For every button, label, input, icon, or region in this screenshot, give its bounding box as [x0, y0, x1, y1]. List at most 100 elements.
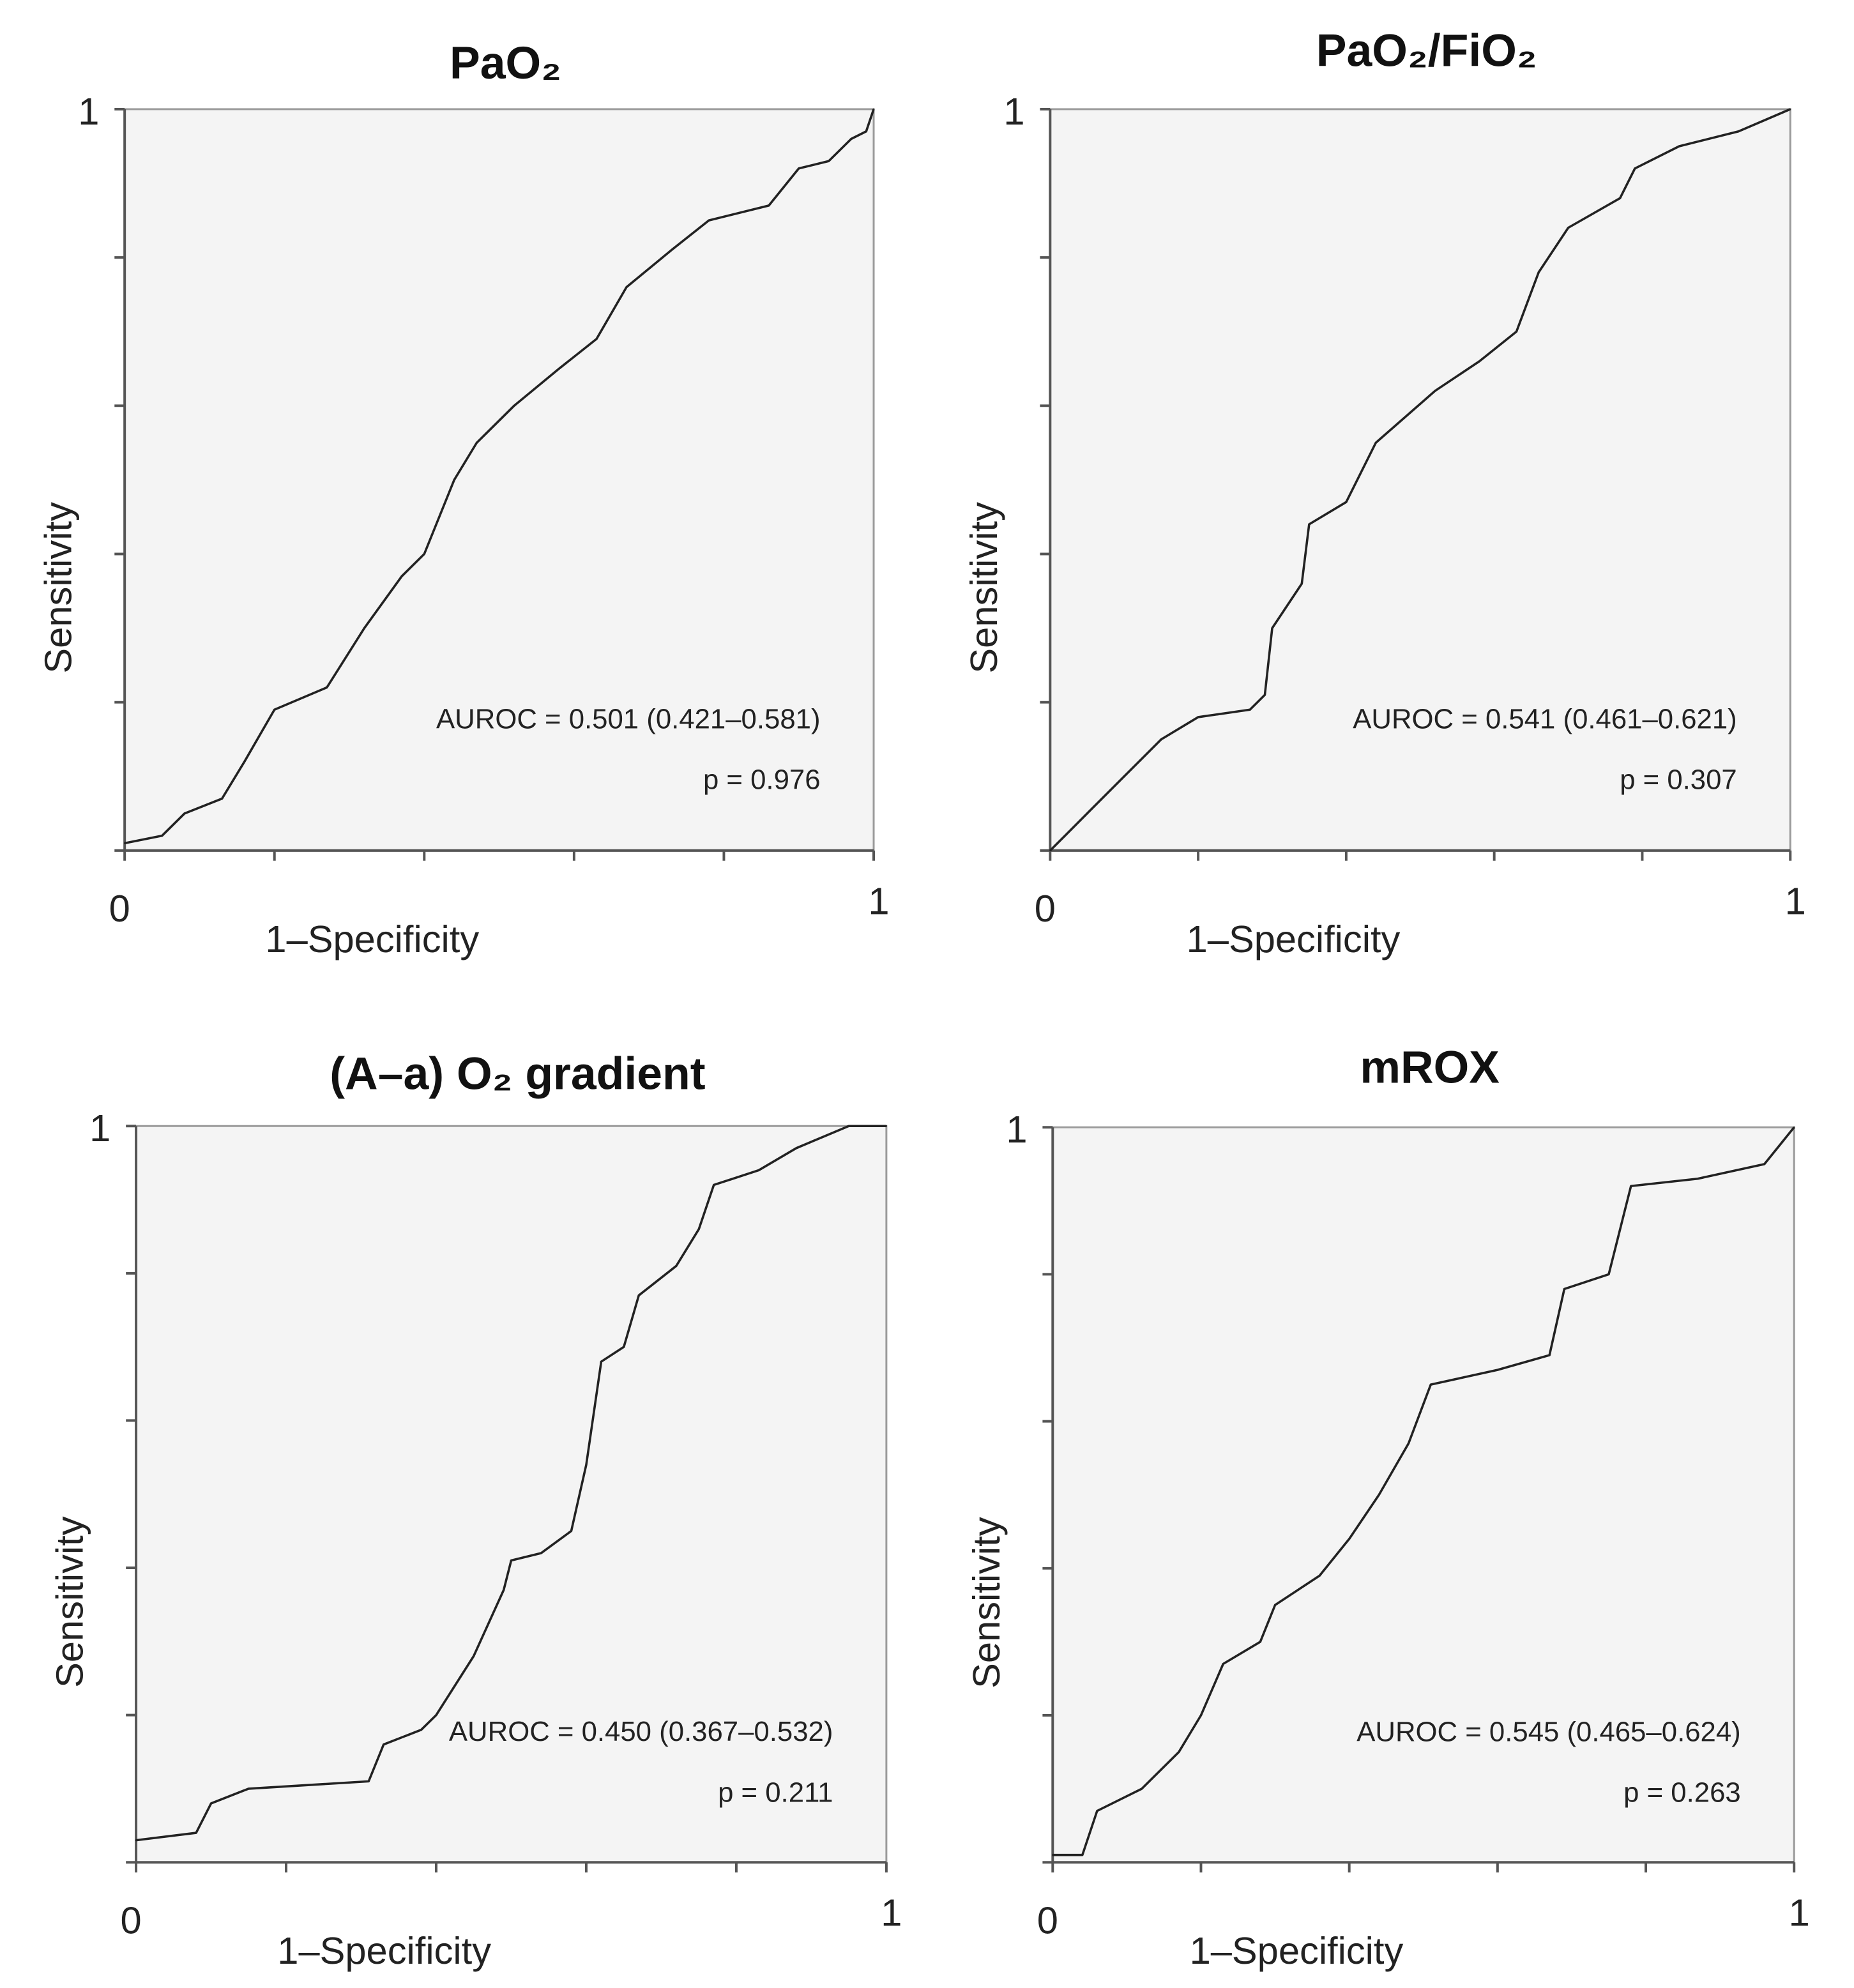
roc-point: [585, 1464, 588, 1466]
roc-point: [1789, 108, 1791, 110]
roc-point: [1301, 582, 1303, 585]
plot-area: [1049, 108, 1791, 852]
roc-point: [1630, 1185, 1632, 1187]
roc-panel-1: 0 1 1 1–Specificity Sensitivity PaO₂ AUROC = 0…: [37, 38, 890, 960]
roc-point: [713, 1184, 715, 1186]
roc-point: [697, 1228, 700, 1230]
x-axis-label: 1–Specificity: [1190, 1929, 1404, 1972]
roc-point: [1319, 1575, 1321, 1577]
p-value-annotation: p = 0.263: [1623, 1777, 1741, 1809]
roc-point: [1408, 1442, 1409, 1445]
chart-title: PaO₂/FiO₂: [1316, 25, 1537, 76]
roc-point: [540, 1552, 542, 1554]
roc-point: [1141, 1787, 1143, 1790]
roc-point: [558, 368, 560, 370]
y-axis-label: Sensitivity: [962, 502, 1005, 674]
roc-point: [1249, 709, 1251, 711]
roc-curve: [124, 109, 875, 845]
auroc-annotation: AUROC = 0.450 (0.367–0.532): [449, 1716, 833, 1747]
roc-point: [865, 130, 867, 132]
p-value-annotation: p = 0.976: [703, 764, 821, 796]
roc-point: [795, 1147, 798, 1150]
x-tick-label: 0: [121, 1899, 142, 1942]
auroc-annotation: AUROC = 0.545 (0.465–0.624): [1356, 1716, 1741, 1747]
roc-point: [1081, 1854, 1083, 1856]
roc-point: [1607, 1273, 1610, 1275]
roc-point: [768, 204, 770, 207]
roc-point: [1793, 1127, 1795, 1128]
roc-point: [183, 812, 186, 815]
roc-point: [1430, 1383, 1432, 1386]
roc-point: [513, 405, 515, 407]
chart-title: (A–a) O₂ gradient: [330, 1049, 705, 1100]
y-tick-label: 1: [1003, 90, 1024, 133]
roc-point: [1378, 1494, 1380, 1496]
roc-point: [1271, 627, 1273, 629]
roc-point: [1478, 360, 1480, 362]
plot-area: [135, 1125, 888, 1863]
roc-point: [161, 835, 163, 837]
roc-point: [1086, 812, 1088, 815]
x-tick-label: 1: [881, 1892, 902, 1934]
roc-point: [510, 1559, 512, 1561]
roc-point: [1678, 145, 1680, 148]
y-tick-label: 1: [1006, 1108, 1027, 1151]
roc-point: [625, 286, 628, 288]
roc-point: [363, 627, 365, 629]
x-tick-label: 0: [1035, 887, 1056, 930]
roc-point: [400, 575, 403, 577]
chart-title: PaO₂: [450, 38, 561, 89]
roc-point: [623, 1346, 625, 1348]
roc-point: [1064, 835, 1066, 837]
roc-point: [473, 1655, 475, 1657]
roc-point: [1274, 1604, 1276, 1606]
x-tick-label: 1: [1789, 1892, 1810, 1934]
roc-point: [221, 798, 223, 800]
roc-point: [326, 687, 328, 688]
roc-point: [1123, 775, 1125, 777]
roc-point: [1516, 331, 1517, 333]
auroc-annotation: AUROC = 0.541 (0.461–0.621): [1353, 703, 1737, 734]
roc-point: [503, 1589, 505, 1591]
roc-point: [1548, 1354, 1551, 1356]
y-axis-label: Sensitivity: [965, 1517, 1008, 1688]
roc-point: [1348, 1538, 1350, 1540]
roc-point: [1563, 1288, 1565, 1290]
roc-point: [1345, 501, 1348, 503]
roc-point: [1222, 1663, 1224, 1665]
roc-point: [708, 219, 710, 222]
y-axis-label: Sensitivity: [49, 1516, 91, 1688]
plot-area: [1051, 1126, 1795, 1863]
roc-point: [383, 1743, 384, 1745]
x-axis-label: 1–Specificity: [265, 918, 479, 960]
roc-point: [210, 1802, 212, 1805]
roc-point: [1763, 1163, 1765, 1165]
y-axis-label: Sensitivity: [37, 502, 80, 674]
x-tick-label: 1: [1785, 879, 1806, 922]
roc-point: [248, 1787, 250, 1790]
roc-point: [243, 761, 246, 763]
roc-panel-3: 0 1 1 1–Specificity Sensitivity (A–a) O₂ grad…: [49, 1049, 902, 1973]
roc-point: [368, 1780, 370, 1782]
roc-point: [671, 249, 672, 251]
auroc-annotation: AUROC = 0.501 (0.421–0.581): [436, 703, 821, 734]
roc-point: [872, 108, 875, 110]
roc-curve: [135, 1125, 886, 1842]
roc-point: [1496, 1369, 1499, 1371]
roc-point: [273, 709, 275, 711]
roc-point: [1308, 523, 1311, 526]
roc-point: [757, 1169, 760, 1171]
roc-point: [1160, 738, 1162, 740]
roc-point: [1538, 271, 1540, 273]
roc-panel-4: 0 1 1 1–Specificity Sensitivity mROX AUROC = 0…: [965, 1042, 1810, 1973]
roc-point: [1737, 130, 1740, 132]
roc-point: [885, 1125, 888, 1127]
roc-point: [847, 1125, 850, 1127]
p-value-annotation: p = 0.211: [718, 1777, 833, 1808]
roc-point: [476, 442, 478, 444]
p-value-annotation: p = 0.307: [1620, 764, 1737, 796]
roc-point: [423, 553, 425, 555]
roc-panel-2: 0 1 1 1–Specificity Sensitivity PaO₂/FiO₂ AURO…: [962, 25, 1806, 960]
x-axis-label: 1–Specificity: [1187, 918, 1401, 960]
